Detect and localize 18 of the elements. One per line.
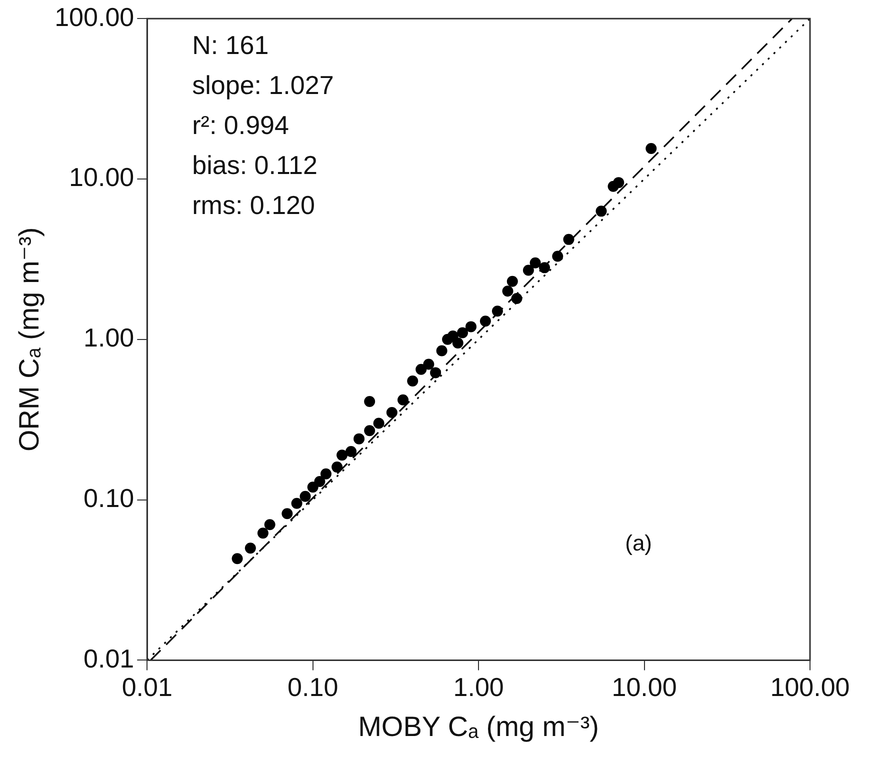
- annotation: r²: 0.994: [192, 110, 289, 140]
- y-tick-label: 1.00: [84, 322, 134, 353]
- x-axis-title: MOBY Cₐ (mg m⁻³): [358, 710, 600, 742]
- annotation: slope: 1.027: [192, 70, 334, 100]
- annotation: (a): [625, 530, 652, 556]
- x-tick-label: 100.00: [770, 672, 850, 702]
- annotation: bias: 0.112: [192, 150, 318, 180]
- x-tick-label: 0.01: [122, 672, 172, 702]
- x-tick-label: 1.00: [453, 672, 504, 702]
- y-tick-label: 0.10: [84, 482, 134, 513]
- annotation: rms: 0.120: [192, 190, 315, 220]
- x-tick-label: 0.10: [288, 672, 338, 702]
- x-tick-label: 10.00: [612, 672, 677, 702]
- y-tick-label: 100.00: [54, 2, 134, 32]
- y-axis-title: ORM Cₐ (mg m⁻³): [14, 227, 45, 452]
- y-tick-label: 0.01: [84, 643, 134, 674]
- y-tick-label: 10.00: [69, 162, 134, 192]
- annotation: N: 161: [192, 30, 269, 60]
